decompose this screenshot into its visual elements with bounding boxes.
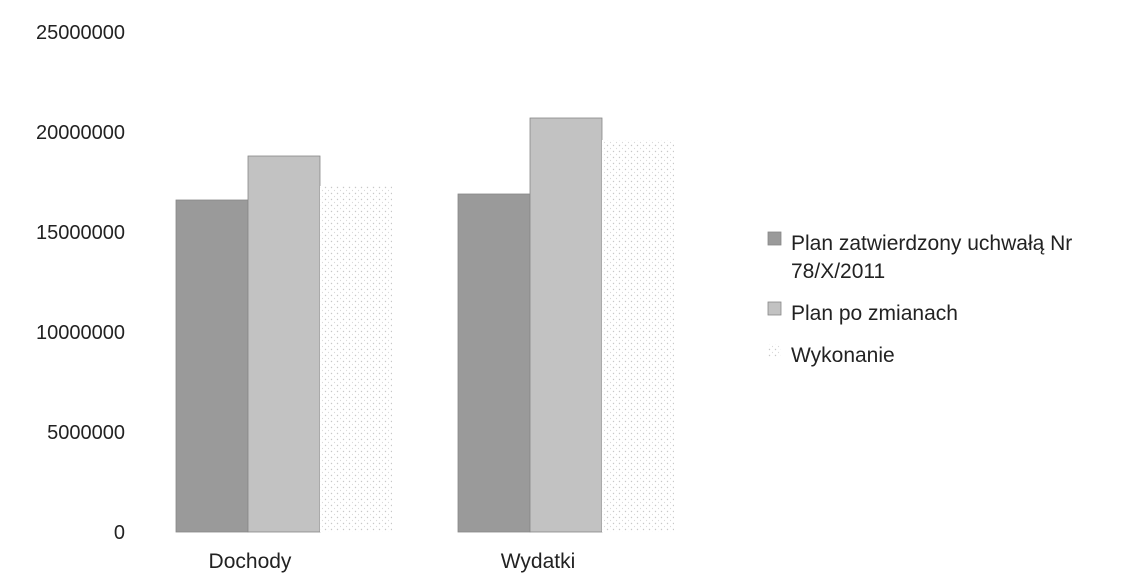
legend: Plan zatwierdzony uchwałą Nr 78/X/2011 Pla… xyxy=(767,231,1072,367)
legend-label: 78/X/2011 xyxy=(791,260,885,283)
bars xyxy=(175,117,674,533)
bar-dochody-series-3 xyxy=(320,186,392,532)
y-tick-label: 0 xyxy=(114,522,125,544)
legend-swatch xyxy=(767,301,782,316)
bar-dochody-series-1 xyxy=(175,199,249,533)
legend-label: Plan zatwierdzony uchwałą Nr xyxy=(791,232,1072,255)
bar-wydatki-series-2 xyxy=(529,117,603,533)
y-tick-label: 5000000 xyxy=(47,422,125,444)
legend-label: Plan po zmianach xyxy=(791,302,958,325)
legend-label: Wykonanie xyxy=(791,344,895,367)
legend-swatch xyxy=(768,344,781,357)
y-tick-label: 20000000 xyxy=(36,122,125,144)
bar-dochody-series-2 xyxy=(247,155,321,533)
x-axis: Dochody Wydatki xyxy=(209,550,576,573)
category-label: Dochody xyxy=(209,550,292,573)
category-label: Wydatki xyxy=(501,550,576,573)
bar-wydatki-series-3 xyxy=(602,140,674,532)
y-tick-label: 10000000 xyxy=(36,322,125,344)
y-tick-label: 15000000 xyxy=(36,222,125,244)
legend-swatch xyxy=(767,231,782,246)
y-axis: 0 5000000 10000000 15000000 20000000 25000000 xyxy=(36,22,125,544)
bar-wydatki-series-1 xyxy=(457,193,531,533)
y-tick-label: 25000000 xyxy=(36,22,125,44)
